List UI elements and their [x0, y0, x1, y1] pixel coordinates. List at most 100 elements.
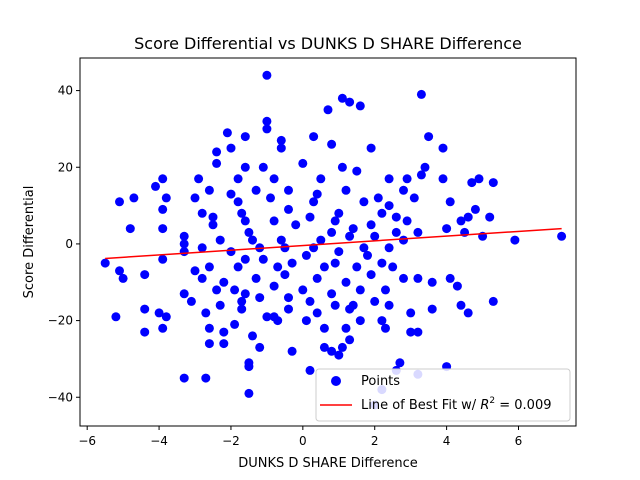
data-point-116 — [337, 342, 347, 352]
data-point-175 — [197, 243, 207, 253]
data-point-105 — [456, 300, 466, 310]
data-point-151 — [399, 273, 408, 283]
data-point-185 — [276, 235, 286, 245]
data-point-81 — [388, 262, 398, 272]
y-tick-label-1: −20 — [48, 314, 73, 328]
data-point-169 — [269, 216, 279, 226]
data-point-9 — [309, 132, 319, 142]
data-point-57 — [208, 220, 218, 230]
data-point-53 — [158, 204, 168, 214]
data-point-110 — [219, 339, 229, 349]
data-point-61 — [348, 224, 358, 234]
data-point-146 — [251, 273, 261, 283]
data-point-33 — [233, 174, 243, 184]
data-point-204 — [284, 304, 293, 314]
data-point-0 — [262, 70, 272, 80]
data-point-83 — [427, 277, 437, 287]
data-point-189 — [399, 235, 408, 245]
data-point-46 — [456, 216, 466, 226]
legend-label-fit-sup: 2 — [489, 396, 495, 406]
data-point-192 — [287, 258, 297, 268]
data-point-149 — [341, 277, 351, 287]
data-point-72 — [140, 270, 150, 280]
data-point-11 — [222, 128, 232, 138]
x-tick-label-1: −4 — [150, 434, 168, 448]
data-point-171 — [330, 216, 340, 226]
data-point-209 — [341, 323, 351, 333]
data-point-159 — [409, 193, 419, 203]
data-point-125 — [319, 323, 329, 333]
data-point-155 — [312, 189, 322, 199]
data-point-186 — [316, 235, 326, 245]
plot-area — [80, 58, 576, 426]
data-point-7 — [262, 124, 272, 134]
legend: Points Line of Best Fit w/ R2 = 0.009 — [315, 368, 571, 422]
data-point-47 — [391, 212, 401, 222]
data-point-164 — [309, 197, 319, 207]
data-point-22 — [337, 162, 347, 172]
data-point-120 — [413, 327, 423, 337]
data-point-203 — [237, 304, 247, 314]
data-point-112 — [248, 331, 257, 341]
data-point-71 — [118, 273, 128, 283]
data-point-183 — [215, 235, 225, 245]
data-point-48 — [377, 208, 387, 218]
data-point-184 — [248, 235, 257, 245]
x-tick-label-4: 2 — [371, 434, 379, 448]
data-point-34 — [269, 174, 279, 184]
data-point-20 — [416, 170, 426, 180]
data-point-178 — [280, 243, 290, 253]
data-point-150 — [366, 270, 376, 280]
data-point-163 — [266, 193, 275, 203]
data-point-172 — [366, 220, 376, 230]
data-point-153 — [251, 185, 261, 195]
data-point-191 — [258, 254, 268, 264]
data-point-144 — [197, 273, 207, 283]
data-point-25 — [240, 162, 250, 172]
data-point-121 — [406, 327, 416, 337]
data-point-50 — [284, 204, 293, 214]
data-point-38 — [438, 174, 448, 184]
data-point-4 — [355, 101, 365, 111]
data-point-64 — [442, 224, 452, 234]
legend-label-points: Points — [361, 374, 400, 389]
data-point-199 — [298, 285, 308, 295]
data-point-90 — [161, 312, 171, 322]
data-point-76 — [240, 254, 250, 264]
legend-marker-points — [331, 376, 341, 386]
x-tick-label-6: 6 — [515, 434, 523, 448]
data-point-181 — [359, 243, 369, 253]
data-point-145 — [190, 266, 200, 276]
data-point-13 — [327, 139, 337, 149]
data-point-86 — [140, 304, 150, 314]
data-point-113 — [255, 342, 265, 352]
x-tick-label-2: −2 — [222, 434, 240, 448]
data-point-12 — [276, 135, 286, 145]
data-point-148 — [312, 273, 322, 283]
data-point-198 — [269, 281, 279, 291]
data-point-123 — [262, 312, 272, 322]
data-point-62 — [391, 227, 401, 237]
x-axis-ticks: −6 −4 −2 0 2 4 6 — [78, 426, 522, 448]
data-point-170 — [305, 212, 315, 222]
data-point-107 — [488, 296, 498, 306]
data-point-18 — [276, 143, 286, 153]
data-point-42 — [445, 197, 455, 207]
data-point-208 — [230, 319, 240, 329]
data-point-37 — [402, 174, 412, 184]
data-point-130 — [244, 362, 254, 372]
data-point-96 — [255, 293, 265, 303]
data-point-39 — [474, 174, 484, 184]
x-tick-label-5: 4 — [443, 434, 451, 448]
data-point-26 — [212, 158, 222, 168]
data-point-75 — [204, 262, 214, 272]
legend-label-fit-suffix: = 0.009 — [495, 398, 551, 413]
data-point-32 — [194, 174, 204, 184]
fit-line-layer — [105, 227, 562, 260]
data-point-59 — [291, 220, 301, 230]
data-point-142 — [230, 285, 240, 295]
data-point-88 — [154, 308, 164, 318]
data-point-95 — [237, 296, 247, 306]
y-axis-label: Score Differential — [22, 186, 37, 299]
data-point-152 — [226, 189, 236, 199]
